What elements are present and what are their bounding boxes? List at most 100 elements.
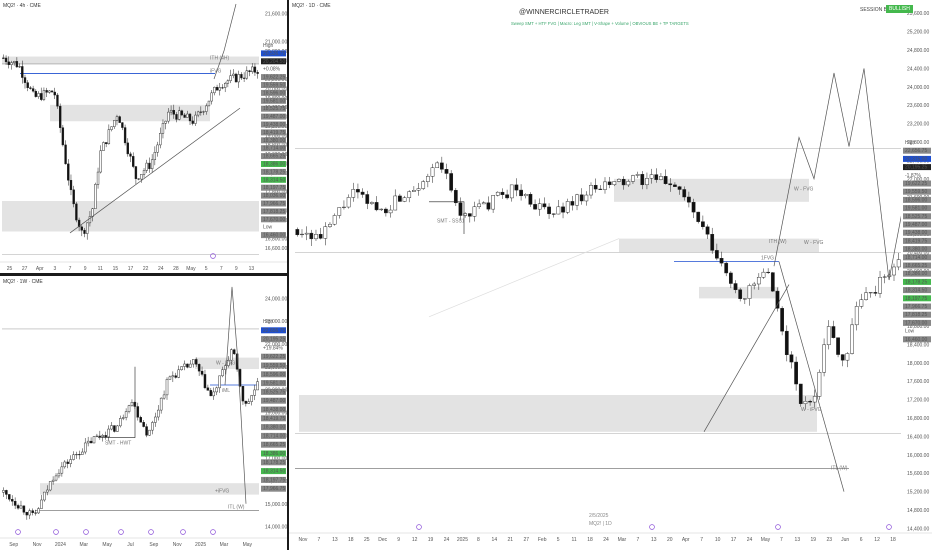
- bl-candle: [124, 411, 128, 418]
- main-price-label: 20,195.25: [905, 165, 927, 171]
- main-candle: [840, 354, 845, 361]
- main-candle: [831, 326, 836, 338]
- pane-1w[interactable]: W - FVG +iFVG ITL (W) SMT - HWT iML 24,000.00…: [0, 276, 287, 550]
- main-annotation-main_wfvg1: W - FVG: [794, 186, 814, 192]
- bl-price-label-bg: [261, 468, 286, 475]
- main-candle: [770, 272, 775, 292]
- bl-candle: [174, 375, 178, 378]
- main-y-tick: 24,000.00: [907, 85, 929, 91]
- main-x-tick: 19: [811, 537, 817, 543]
- main-candle: [854, 306, 859, 326]
- main-candle: [509, 184, 514, 199]
- main-x-tick: 19: [428, 537, 434, 543]
- main-price-label: 18,419.75: [905, 238, 927, 244]
- main-candle: [701, 221, 705, 228]
- bl-candle: [60, 466, 64, 474]
- tl-price-label: 18,596.00: [263, 90, 285, 96]
- bl-event-marker: [53, 529, 59, 535]
- bl-candle: [156, 409, 160, 418]
- tl-candle: [123, 127, 127, 144]
- tl-x-tick: 13: [249, 266, 255, 272]
- tl-price-label-bg: [261, 129, 286, 136]
- bl-candle: [145, 426, 148, 436]
- tl-candle: [148, 162, 151, 169]
- bl-candle: [40, 499, 43, 509]
- bl-candle: [101, 435, 105, 437]
- main-price-label: 18,596.00: [905, 197, 927, 203]
- tl-candle: [72, 189, 75, 205]
- tl-candle: [196, 111, 200, 116]
- bl-price-label-bg: [261, 397, 286, 404]
- main-candle: [752, 283, 757, 286]
- main-candle: [873, 292, 878, 294]
- session-bias-value: BULLISH: [886, 5, 913, 13]
- tl-candle: [234, 73, 238, 83]
- tl-x-tick: 22: [143, 266, 149, 272]
- bl-candle: [162, 394, 166, 399]
- main-candle: [537, 203, 542, 210]
- tl-price-label: 20,536.75: [263, 51, 285, 57]
- tl-candle: [50, 90, 54, 93]
- main-candle: [481, 202, 486, 205]
- bl-candle: [180, 366, 183, 371]
- tl-candle: [107, 129, 111, 145]
- main-candle: [505, 194, 509, 199]
- main-candle: [491, 195, 495, 210]
- tl-price-label: 19,438.00: [263, 122, 285, 128]
- tl-candle: [172, 109, 175, 115]
- tl-candle: [199, 111, 203, 113]
- main-candle: [621, 178, 626, 186]
- main-candle: [635, 174, 640, 176]
- main-candle: [402, 197, 407, 202]
- main-candle: [575, 194, 579, 206]
- main-y-tick: 14,800.00: [907, 508, 929, 514]
- tl-zone-1: [50, 104, 210, 122]
- tl-candle: [169, 109, 173, 113]
- tl-x-tick: 28: [173, 266, 179, 272]
- tl-price-label-bg: [261, 105, 286, 112]
- tl-price-label-bg: [261, 232, 286, 239]
- bl-candle: [206, 387, 210, 391]
- bl-candle: [95, 435, 99, 437]
- main-candle: [603, 181, 607, 190]
- tl-candle: [164, 120, 167, 124]
- main-x-tick: 7: [700, 537, 703, 543]
- main-zone-2: [299, 395, 817, 432]
- tl-x-tick: 27: [22, 266, 28, 272]
- main-candle: [523, 194, 528, 197]
- main-candle: [733, 283, 738, 290]
- main-price-label: 19,622.25: [905, 181, 927, 187]
- pane-divider-vertical[interactable]: [287, 0, 289, 550]
- main-candle: [761, 271, 766, 278]
- main-x-tick: 18: [348, 537, 354, 543]
- main-annotation-main_wfvg3: W - iFVG: [801, 407, 822, 413]
- bl-x-tick: Sep: [149, 542, 158, 548]
- pane-4h[interactable]: ITH (4H)iFVG21,600.0021,000.0020,800.002…: [0, 0, 287, 273]
- tl-price-label: 18,419.75: [263, 130, 285, 136]
- tl-candle: [75, 203, 78, 221]
- tl-candle: [77, 219, 81, 228]
- tl-x-tick: 3: [54, 266, 57, 272]
- main-price-label: 19,487.00: [905, 222, 927, 228]
- main-price-label-bg: [903, 213, 931, 220]
- main-y-tick: 18,400.00: [907, 342, 929, 348]
- main-candle: [607, 181, 612, 186]
- main-x-tick: 24: [603, 537, 609, 543]
- main-y-tick: 20,400.00: [907, 250, 929, 256]
- pane-divider-horizontal[interactable]: [0, 273, 288, 276]
- tl-candle: [118, 116, 121, 123]
- bl-candle: [72, 454, 75, 460]
- tl-price-label-bg: [261, 208, 286, 215]
- main-candle: [416, 188, 421, 191]
- tl-price-label-bg: [261, 216, 286, 223]
- main-path-0: [703, 284, 790, 432]
- pane-1d[interactable]: SMT - SSS1 W - FVG W - FVG W - iFVG ITH (W) I…: [289, 0, 932, 550]
- bl-candle: [43, 491, 46, 501]
- main-price-label-bg: [903, 229, 931, 236]
- bl-candle: [232, 349, 236, 355]
- main-price-label: 17,818.25: [905, 312, 927, 318]
- tl-candle: [15, 61, 19, 68]
- bl-price-label: 18,178.25: [263, 460, 285, 466]
- tl-candle: [205, 105, 208, 112]
- bl-candle: [151, 422, 154, 431]
